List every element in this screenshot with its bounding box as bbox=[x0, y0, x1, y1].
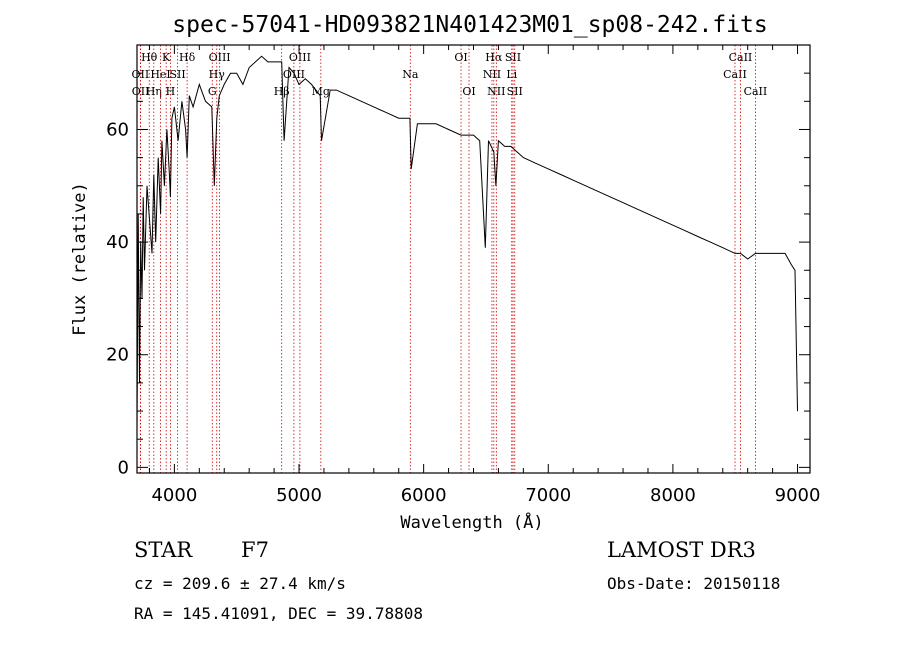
line-marker-label-3: Hη bbox=[146, 85, 162, 98]
y-tick-label: 40 bbox=[106, 232, 129, 253]
line-marker-label-18: OI bbox=[462, 85, 475, 98]
x-tick-label: 9000 bbox=[775, 485, 821, 506]
line-marker-label-25: CaII bbox=[723, 68, 747, 81]
line-marker-label-4: HeI bbox=[150, 68, 170, 81]
x-tick-label: 4000 bbox=[151, 485, 197, 506]
plot-frame bbox=[136, 44, 811, 474]
line-marker-label-12: Hβ bbox=[274, 85, 290, 98]
redshift-text: cz = 209.6 ± 27.4 km/s bbox=[134, 574, 346, 593]
line-marker-label-13: OIII bbox=[283, 68, 305, 81]
line-marker-label-6: H bbox=[166, 85, 176, 98]
survey-label: LAMOST DR3 bbox=[607, 538, 756, 562]
y-tick-label: 20 bbox=[106, 345, 129, 366]
x-tick-label: 6000 bbox=[401, 485, 447, 506]
line-marker-label-26: CaII bbox=[729, 51, 753, 64]
line-marker-label-20: Hα bbox=[485, 51, 503, 64]
y-axis-ticks: 0 20 40 60 bbox=[106, 72, 810, 478]
chart-title: spec-57041-HD093821N401423M01_sp08-242.f… bbox=[172, 12, 767, 38]
line-marker-label-17: OI bbox=[454, 51, 467, 64]
x-axis-ticks: 4000 5000 6000 7000 8000 9000 bbox=[148, 45, 821, 506]
line-marker-label-22: Li bbox=[506, 68, 517, 81]
line-marker-label-5: K bbox=[162, 51, 171, 64]
line-marker-label-7: SII bbox=[170, 68, 186, 81]
line-marker-label-2: Hθ bbox=[141, 51, 158, 64]
line-marker-label-11: G bbox=[208, 85, 217, 98]
line-marker-label-15: Mg bbox=[312, 85, 330, 98]
y-tick-label: 0 bbox=[118, 457, 129, 478]
x-tick-label: 7000 bbox=[525, 485, 571, 506]
y-axis-label: Flux (relative) bbox=[70, 182, 90, 336]
obs-date-text: Obs-Date: 20150118 bbox=[607, 574, 781, 593]
subclass-label: F7 bbox=[241, 538, 269, 562]
line-marker-label-9: Hγ bbox=[209, 68, 226, 81]
line-marker-label-27: CaII bbox=[744, 85, 768, 98]
line-marker-label-14: OIII bbox=[289, 51, 311, 64]
x-axis-label: Wavelength (Å) bbox=[400, 511, 543, 533]
line-marker-label-24: SII bbox=[507, 85, 523, 98]
class-label: STAR bbox=[134, 538, 193, 562]
x-tick-label: 8000 bbox=[650, 485, 696, 506]
line-marker-label-19: NII bbox=[483, 68, 501, 81]
x-tick-label: 5000 bbox=[276, 485, 322, 506]
line-marker-label-21: NII bbox=[487, 85, 505, 98]
line-marker-label-10: OIII bbox=[209, 51, 231, 64]
y-tick-label: 60 bbox=[106, 119, 129, 140]
line-marker-label-8: Hδ bbox=[179, 51, 196, 64]
spectrum-line bbox=[136, 55, 798, 428]
line-marker-label-16: Na bbox=[402, 68, 419, 81]
coordinates-text: RA = 145.41091, DEC = 39.78808 bbox=[134, 604, 423, 623]
line-marker-label-23: SII bbox=[505, 51, 521, 64]
line-marker-label-1: OII bbox=[132, 85, 150, 98]
